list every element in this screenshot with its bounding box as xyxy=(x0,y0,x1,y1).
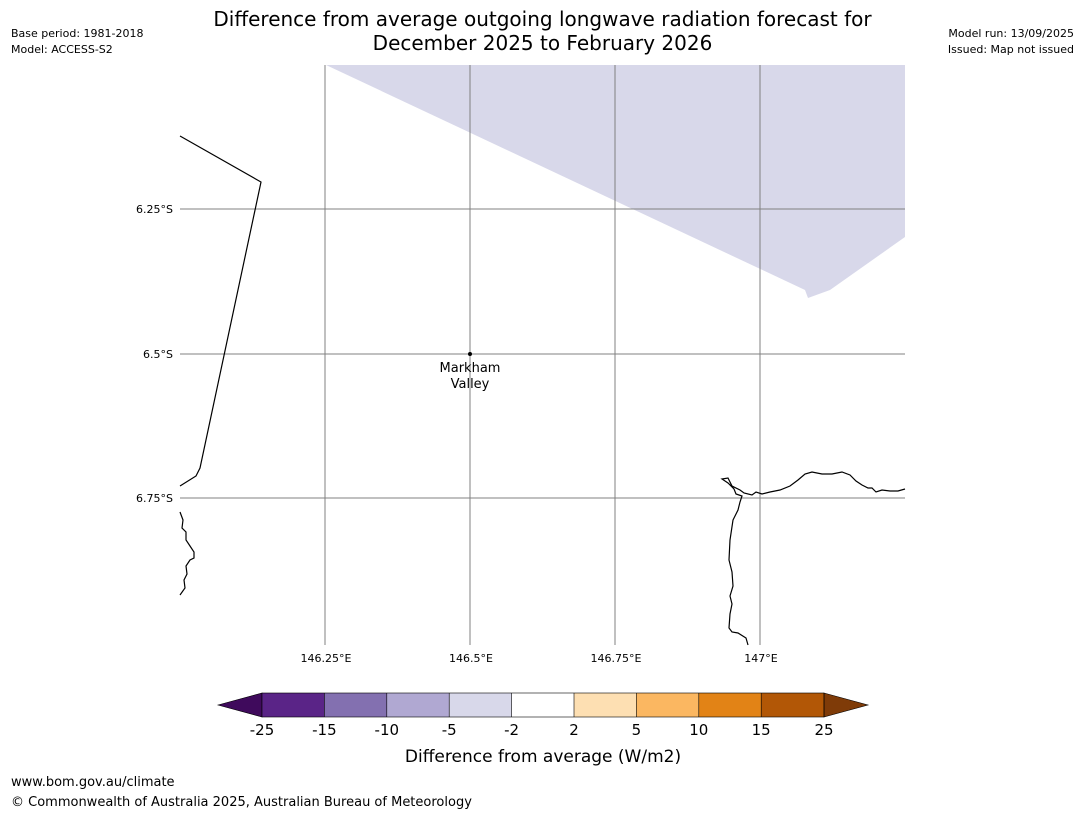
coastline-east xyxy=(720,471,906,646)
colorbar-bin-9 xyxy=(761,693,824,717)
cb-label-5: 2 xyxy=(569,721,579,739)
cb-label-6: 5 xyxy=(632,721,642,739)
place-label-line-1: Markham xyxy=(440,361,501,376)
colorbar-bin-5 xyxy=(511,693,574,717)
footer-copyright: © Commonwealth of Australia 2025, Austra… xyxy=(11,795,472,810)
colorbar-arrow-high xyxy=(823,692,870,718)
colorbar-arrow-low xyxy=(216,692,263,718)
cb-label-3: -5 xyxy=(442,721,457,739)
meta-right: Model run: 13/09/2025 Issued: Map not is… xyxy=(948,26,1074,58)
colorbar-bin-2 xyxy=(324,693,387,717)
base-period: Base period: 1981-2018 xyxy=(11,27,144,40)
map-title: Difference from average outgoing longwav… xyxy=(160,7,925,55)
lon-tick-147: 147°E xyxy=(744,652,777,665)
colorbar-outline xyxy=(261,692,825,718)
colorbar-bin-7 xyxy=(636,693,699,717)
colorbar-labels: -25 -15 -10 -5 -2 2 5 10 15 25 xyxy=(250,721,834,739)
markham-valley-marker xyxy=(468,352,472,356)
border-line-west xyxy=(179,135,262,487)
lat-tick-6-5: 6.5°S xyxy=(143,348,173,361)
colorbar-bin-1 xyxy=(262,693,325,717)
lat-tick-6-75: 6.75°S xyxy=(136,492,173,505)
lon-tick-labels: 146.25°E 146.5°E 146.75°E 147°E xyxy=(301,652,778,665)
colorbar-bin-4 xyxy=(449,693,512,717)
coastlines xyxy=(179,135,906,646)
colorbar-bin-6 xyxy=(574,693,637,717)
place-label-line-2: Valley xyxy=(451,377,490,392)
lat-tick-6-25: 6.25°S xyxy=(136,203,173,216)
cb-label-1: -15 xyxy=(312,721,337,739)
meta-left: Base period: 1981-2018 Model: ACCESS-S2 xyxy=(11,26,143,58)
title-line-2: December 2025 to February 2026 xyxy=(372,31,713,55)
lon-tick-146-25: 146.25°E xyxy=(301,652,352,665)
colorbar-dividers xyxy=(324,693,762,717)
model-name: Model: ACCESS-S2 xyxy=(11,43,113,56)
model-run: Model run: 13/09/2025 xyxy=(948,27,1074,40)
lat-tick-labels: 6.25°S 6.5°S 6.75°S xyxy=(136,203,173,505)
title-line-1: Difference from average outgoing longwav… xyxy=(213,7,872,31)
colorbar: -25 -15 -10 -5 -2 2 5 10 15 25 Differenc… xyxy=(216,692,870,767)
colorbar-title: Difference from average (W/m2) xyxy=(405,747,681,767)
issued-status: Issued: Map not issued xyxy=(947,43,1074,56)
colorbar-bin-8 xyxy=(698,693,762,717)
lon-tick-146-5: 146.5°E xyxy=(449,652,493,665)
coastline-southwest xyxy=(179,511,195,596)
cb-label-0: -25 xyxy=(250,721,275,739)
footer-url: www.bom.gov.au/climate xyxy=(11,775,175,790)
cb-label-2: -10 xyxy=(375,721,400,739)
cb-label-8: 15 xyxy=(752,721,771,739)
cb-label-7: 10 xyxy=(689,721,708,739)
cb-label-4: -2 xyxy=(504,721,519,739)
cb-label-9: 25 xyxy=(814,721,833,739)
colorbar-bin-3 xyxy=(386,693,450,717)
lon-tick-146-75: 146.75°E xyxy=(591,652,642,665)
